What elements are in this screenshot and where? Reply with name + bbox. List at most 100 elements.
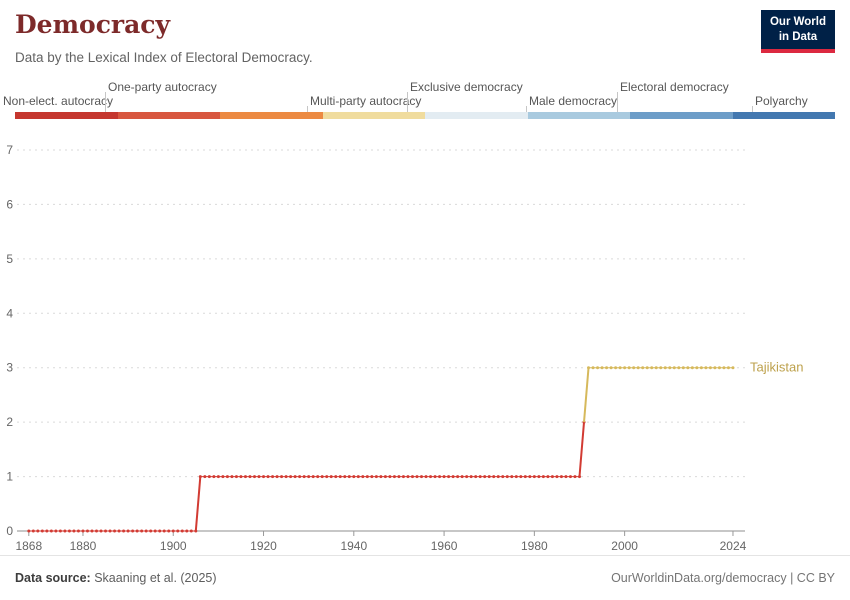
series-point bbox=[275, 475, 279, 479]
series-point bbox=[126, 529, 130, 533]
series-point bbox=[492, 475, 496, 479]
legend-label: Multi-party autocracy bbox=[310, 94, 422, 108]
series-point bbox=[343, 475, 347, 479]
series-point bbox=[243, 475, 247, 479]
legend-segment bbox=[732, 112, 835, 119]
line-chart[interactable]: 0 1 2 3 4 5 6 7 1868 1880 1900 1920 1940 1960 1980 2000… bbox=[0, 122, 850, 562]
series-point bbox=[361, 475, 365, 479]
legend-label: Male democracy bbox=[529, 94, 618, 108]
series-point bbox=[523, 475, 527, 479]
legend-label: One-party autocracy bbox=[108, 80, 217, 94]
series-point bbox=[429, 475, 433, 479]
series-point bbox=[104, 529, 108, 533]
series-point bbox=[293, 475, 297, 479]
series-point bbox=[185, 529, 189, 533]
legend-tick bbox=[752, 106, 753, 112]
x-tick-label: 1880 bbox=[70, 539, 97, 553]
series-point bbox=[591, 366, 595, 370]
series-point bbox=[699, 366, 703, 370]
x-tick-label: 2000 bbox=[611, 539, 638, 553]
series-point bbox=[677, 366, 681, 370]
x-tick-label: 2024 bbox=[720, 539, 747, 553]
series-point bbox=[252, 475, 256, 479]
series-point bbox=[203, 475, 207, 479]
series-point bbox=[113, 529, 117, 533]
series-point bbox=[248, 475, 252, 479]
series-point bbox=[487, 475, 491, 479]
series-point bbox=[189, 529, 193, 533]
series-point bbox=[239, 475, 243, 479]
chart-header: Democracy Data by the Lexical Index of E… bbox=[0, 0, 850, 80]
series-point bbox=[731, 366, 735, 370]
series-point bbox=[424, 475, 428, 479]
series-point bbox=[550, 475, 554, 479]
y-tick-label: 7 bbox=[6, 143, 13, 157]
series-point bbox=[519, 475, 523, 479]
owid-attribution-link[interactable]: OurWorldinData.org/democracy | CC BY bbox=[611, 571, 835, 585]
series-point bbox=[158, 529, 162, 533]
series-point bbox=[505, 475, 509, 479]
series-point bbox=[501, 475, 505, 479]
series-point bbox=[722, 366, 726, 370]
series-point bbox=[122, 529, 126, 533]
series-point bbox=[496, 475, 500, 479]
series-point bbox=[144, 529, 148, 533]
series-point bbox=[298, 475, 302, 479]
legend-label: Exclusive democracy bbox=[410, 80, 523, 94]
series-point bbox=[415, 475, 419, 479]
series-point bbox=[618, 366, 622, 370]
series-point bbox=[149, 529, 153, 533]
legend-tick bbox=[105, 92, 106, 112]
series-point bbox=[374, 475, 378, 479]
chart-svg: 0 1 2 3 4 5 6 7 1868 1880 1900 1920 1940 1960 1980 2000… bbox=[6, 143, 803, 553]
series-point bbox=[605, 366, 609, 370]
series-point bbox=[469, 475, 473, 479]
series-point bbox=[717, 366, 721, 370]
entity-label[interactable]: Tajikistan bbox=[750, 360, 803, 375]
series-point bbox=[420, 475, 424, 479]
x-tick-label: 1980 bbox=[521, 539, 548, 553]
series-point bbox=[198, 475, 202, 479]
legend-tick bbox=[617, 92, 618, 112]
series-point bbox=[659, 366, 663, 370]
series-point bbox=[541, 475, 545, 479]
legend-color-bar bbox=[15, 112, 835, 119]
legend-segment bbox=[425, 112, 528, 119]
series-point bbox=[162, 529, 166, 533]
page-subtitle: Data by the Lexical Index of Electoral D… bbox=[15, 50, 313, 65]
series-point bbox=[76, 529, 80, 533]
series-point bbox=[230, 475, 234, 479]
series-point bbox=[221, 475, 225, 479]
series-riser bbox=[583, 367, 590, 423]
owid-logo[interactable]: Our World in Data bbox=[760, 10, 835, 53]
series-point bbox=[81, 529, 85, 533]
series-point bbox=[695, 366, 699, 370]
owid-logo-line2: in Data bbox=[778, 30, 818, 43]
series-point bbox=[90, 529, 94, 533]
legend-segment bbox=[322, 112, 425, 119]
data-source-value: Skaaning et al. (2025) bbox=[94, 571, 217, 585]
y-tick-label: 5 bbox=[6, 252, 13, 266]
series-point bbox=[356, 475, 360, 479]
series-point bbox=[325, 475, 329, 479]
series-point bbox=[365, 475, 369, 479]
series-point bbox=[347, 475, 351, 479]
series-point bbox=[257, 475, 261, 479]
y-tick-label: 6 bbox=[6, 197, 13, 211]
series-point bbox=[438, 475, 442, 479]
series-point bbox=[632, 366, 636, 370]
legend-segment bbox=[220, 112, 323, 119]
series-point bbox=[27, 529, 31, 533]
series-point bbox=[180, 529, 184, 533]
legend-tick bbox=[407, 92, 408, 112]
series-point bbox=[681, 366, 685, 370]
series-point bbox=[433, 475, 437, 479]
series-point bbox=[623, 366, 627, 370]
series-point bbox=[31, 529, 35, 533]
series-point bbox=[207, 475, 211, 479]
series-point bbox=[63, 529, 67, 533]
series-point bbox=[456, 475, 460, 479]
series-point bbox=[108, 529, 112, 533]
series-point bbox=[596, 366, 600, 370]
series-point bbox=[474, 475, 478, 479]
